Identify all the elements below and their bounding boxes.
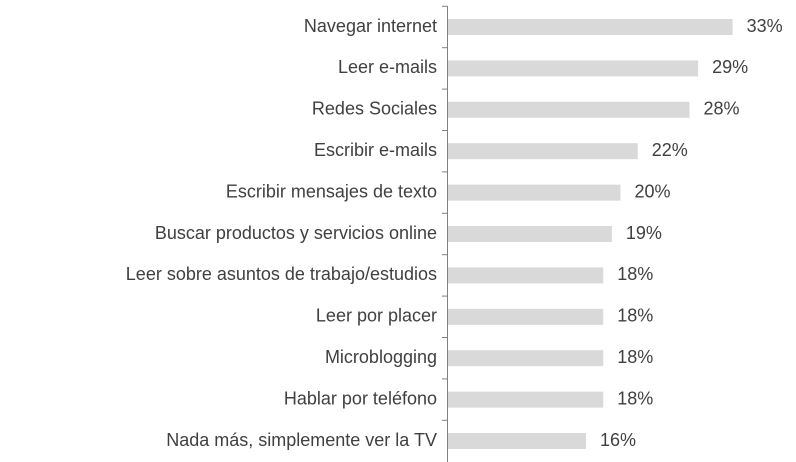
bar	[448, 433, 586, 449]
bar	[448, 101, 690, 118]
bar	[448, 391, 604, 408]
value-label: 29%	[712, 57, 748, 77]
value-label: 18%	[617, 388, 653, 408]
bar	[448, 350, 604, 367]
value-label: 20%	[635, 181, 671, 201]
category-label: Leer por placer	[316, 306, 437, 326]
category-label: Hablar por teléfono	[284, 388, 437, 408]
bar	[448, 308, 604, 325]
value-label: 19%	[626, 223, 662, 243]
category-label: Nada más, simplemente ver la TV	[166, 430, 437, 450]
value-label: 18%	[617, 264, 653, 284]
bar	[448, 60, 699, 77]
category-label: Leer e-mails	[338, 57, 437, 77]
category-label: Buscar productos y servicios online	[155, 223, 437, 243]
category-label: Redes Sociales	[312, 99, 437, 119]
bar	[448, 267, 604, 284]
bar	[448, 19, 733, 35]
value-label: 18%	[617, 347, 653, 367]
category-label: Microblogging	[325, 347, 437, 367]
bar	[448, 184, 621, 201]
bar	[448, 226, 612, 242]
value-label: 28%	[704, 99, 740, 119]
value-label: 33%	[747, 16, 783, 36]
category-label: Leer sobre asuntos de trabajo/estudios	[126, 264, 437, 284]
category-label: Escribir mensajes de texto	[226, 181, 437, 201]
value-label: 22%	[652, 140, 688, 160]
category-label: Escribir e-mails	[314, 140, 437, 160]
category-label: Navegar internet	[304, 16, 437, 36]
value-label: 16%	[600, 430, 636, 450]
bar	[448, 143, 638, 160]
value-label: 18%	[617, 306, 653, 326]
